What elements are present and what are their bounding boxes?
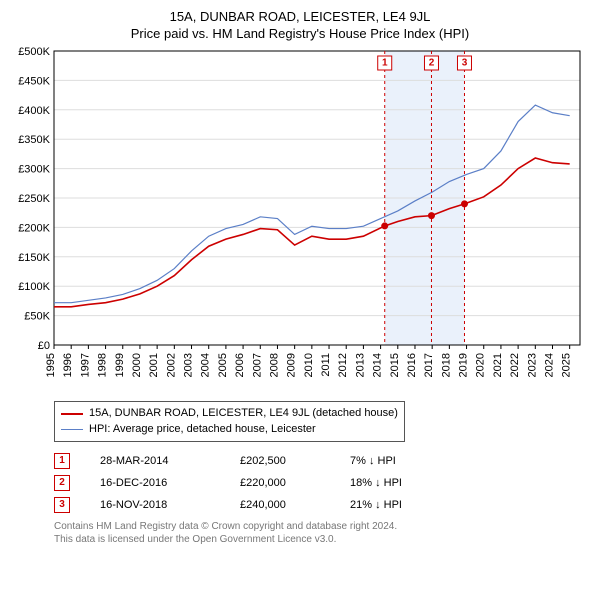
svg-text:£100K: £100K [18, 281, 50, 293]
svg-text:£400K: £400K [18, 105, 50, 117]
svg-text:2007: 2007 [251, 353, 263, 377]
svg-text:2021: 2021 [492, 353, 504, 377]
svg-text:2: 2 [429, 58, 435, 69]
svg-text:£150K: £150K [18, 252, 50, 264]
svg-text:1997: 1997 [79, 353, 91, 377]
svg-text:1: 1 [382, 58, 388, 69]
sale-date: 28-MAR-2014 [100, 455, 210, 467]
svg-text:1998: 1998 [97, 353, 109, 377]
svg-text:3: 3 [462, 58, 468, 69]
svg-text:£200K: £200K [18, 223, 50, 235]
sale-price: £202,500 [240, 455, 320, 467]
chart-title: 15A, DUNBAR ROAD, LEICESTER, LE4 9JL [10, 8, 590, 26]
svg-text:2018: 2018 [440, 353, 452, 377]
legend-swatch [61, 413, 83, 415]
chart-subtitle: Price paid vs. HM Land Registry's House … [10, 26, 590, 41]
sales-row: 3 16-NOV-2018 £240,000 21% ↓ HPI [54, 494, 590, 516]
legend-swatch [61, 429, 83, 430]
sale-diff: 21% ↓ HPI [350, 499, 430, 511]
svg-text:£350K: £350K [18, 134, 50, 146]
legend-item: 15A, DUNBAR ROAD, LEICESTER, LE4 9JL (de… [61, 406, 398, 421]
chart: £0 £50K £100K £150K £200K £250K £300K £350K £400… [10, 45, 590, 395]
svg-text:2000: 2000 [131, 353, 143, 377]
svg-text:£250K: £250K [18, 193, 50, 205]
legend-item: HPI: Average price, detached house, Leic… [61, 422, 398, 437]
sales-row: 1 28-MAR-2014 £202,500 7% ↓ HPI [54, 450, 590, 472]
sale-price: £220,000 [240, 477, 320, 489]
svg-text:2011: 2011 [320, 353, 332, 377]
sale-diff: 7% ↓ HPI [350, 455, 430, 467]
svg-text:£450K: £450K [18, 76, 50, 88]
svg-text:£50K: £50K [24, 311, 50, 323]
sale-date: 16-DEC-2016 [100, 477, 210, 489]
footer-line-1: Contains HM Land Registry data © Crown c… [54, 520, 590, 533]
svg-text:2023: 2023 [526, 353, 538, 377]
svg-text:2014: 2014 [372, 353, 384, 377]
legend: 15A, DUNBAR ROAD, LEICESTER, LE4 9JL (de… [54, 401, 405, 442]
svg-text:2003: 2003 [183, 353, 195, 377]
svg-text:2009: 2009 [286, 353, 298, 377]
chart-svg: £0 £50K £100K £150K £200K £250K £300K £350K £400… [10, 45, 590, 395]
svg-text:2010: 2010 [303, 353, 315, 377]
svg-text:2017: 2017 [423, 353, 435, 377]
svg-text:2006: 2006 [234, 353, 246, 377]
svg-text:2008: 2008 [268, 353, 280, 377]
sale-diff: 18% ↓ HPI [350, 477, 430, 489]
svg-text:£0: £0 [38, 340, 50, 352]
svg-text:2002: 2002 [165, 353, 177, 377]
svg-text:2022: 2022 [509, 353, 521, 377]
svg-text:2024: 2024 [543, 353, 555, 377]
sale-number-box: 2 [54, 475, 70, 491]
svg-text:2013: 2013 [354, 353, 366, 377]
svg-text:2012: 2012 [337, 353, 349, 377]
svg-text:£500K: £500K [18, 46, 50, 58]
legend-label: HPI: Average price, detached house, Leic… [89, 422, 316, 437]
footer-attribution: Contains HM Land Registry data © Crown c… [54, 520, 590, 546]
svg-text:2005: 2005 [217, 353, 229, 377]
sale-number-box: 1 [54, 453, 70, 469]
sales-table: 1 28-MAR-2014 £202,500 7% ↓ HPI 2 16-DEC-2016… [54, 450, 590, 516]
sale-number-box: 3 [54, 497, 70, 513]
svg-text:2015: 2015 [389, 353, 401, 377]
svg-text:£300K: £300K [18, 164, 50, 176]
svg-text:1996: 1996 [62, 353, 74, 377]
sale-price: £240,000 [240, 499, 320, 511]
svg-text:2001: 2001 [148, 353, 160, 377]
svg-text:1995: 1995 [45, 353, 57, 377]
svg-text:1999: 1999 [114, 353, 126, 377]
footer-line-2: This data is licensed under the Open Gov… [54, 533, 590, 546]
sale-date: 16-NOV-2018 [100, 499, 210, 511]
legend-label: 15A, DUNBAR ROAD, LEICESTER, LE4 9JL (de… [89, 406, 398, 421]
svg-text:2025: 2025 [561, 353, 573, 377]
sales-row: 2 16-DEC-2016 £220,000 18% ↓ HPI [54, 472, 590, 494]
svg-text:2016: 2016 [406, 353, 418, 377]
svg-text:2019: 2019 [458, 353, 470, 377]
svg-text:2020: 2020 [475, 353, 487, 377]
svg-text:2004: 2004 [200, 353, 212, 377]
